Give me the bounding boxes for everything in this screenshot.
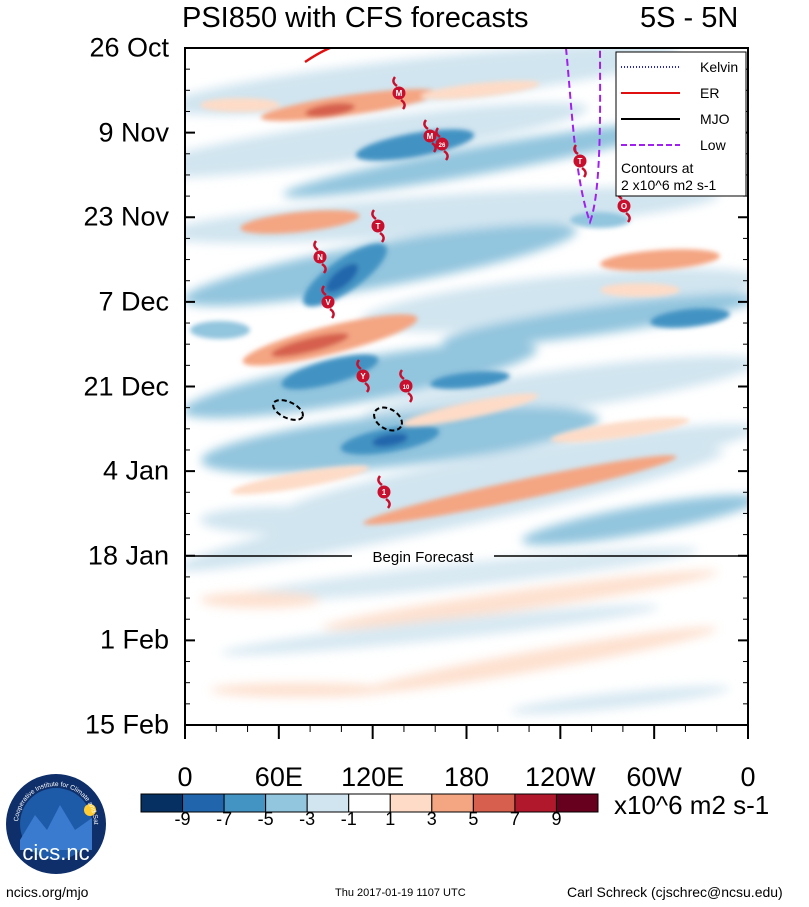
y-tick-label: 18 Jan bbox=[87, 540, 169, 571]
legend-label: MJO bbox=[700, 111, 730, 127]
colorbar-swatch bbox=[431, 793, 474, 813]
footer-url[interactable]: ncics.org/mjo bbox=[6, 884, 89, 900]
legend-note-2: 2 x10^6 m2 s-1 bbox=[621, 177, 716, 193]
colorbar-swatch bbox=[514, 793, 557, 813]
storm-label: 26 bbox=[439, 143, 446, 149]
storm-marker: T bbox=[573, 144, 587, 178]
colorbar-label: -1 bbox=[340, 809, 357, 829]
storm-marker: V bbox=[321, 285, 335, 319]
colorbar-swatch bbox=[389, 793, 433, 813]
logo-text: cics.nc bbox=[22, 840, 89, 865]
y-tick-label: 26 Oct bbox=[89, 32, 169, 63]
x-tick-label: 0 bbox=[740, 762, 756, 792]
colorbar-label: 3 bbox=[426, 809, 437, 829]
footer-timestamp: Thu 2017-01-19 1107 UTC bbox=[335, 887, 466, 899]
svg-text:Cooperative Institute for Clim: Cooperative Institute for Climate and Sa… bbox=[0, 0, 99, 825]
storm-marker: M bbox=[423, 119, 437, 153]
storm-marker: 1 bbox=[377, 475, 391, 509]
colorbar-label: -5 bbox=[257, 809, 274, 829]
y-tick-label: 7 Dec bbox=[98, 286, 169, 317]
storm-marker: Y bbox=[356, 359, 370, 393]
colorbar-swatch bbox=[472, 793, 516, 813]
chart-region: 5S - 5N bbox=[640, 2, 739, 34]
x-tick-label: 60E bbox=[254, 762, 303, 792]
storm-marker: N bbox=[313, 240, 327, 274]
storm-label: M bbox=[427, 132, 434, 141]
colorbar-label: -9 bbox=[174, 809, 191, 829]
colorbar-label: 7 bbox=[509, 809, 520, 829]
y-tick-label: 9 Nov bbox=[98, 117, 169, 148]
storm-label: T bbox=[376, 222, 381, 231]
colorbar-label: -3 bbox=[299, 809, 316, 829]
x-tick-label: 120E bbox=[341, 762, 405, 792]
storm-label: N bbox=[317, 253, 323, 262]
colorbar-swatch bbox=[555, 793, 599, 813]
y-tick-label: 21 Dec bbox=[83, 371, 169, 401]
footer-author: Carl Schreck (cjschrec@ncsu.edu) bbox=[567, 884, 783, 900]
storm-marker: 10 bbox=[399, 369, 413, 403]
storm-marker: M bbox=[392, 76, 406, 110]
chart-title: PSI850 with CFS forecasts bbox=[182, 2, 529, 34]
legend-label: Kelvin bbox=[700, 59, 738, 75]
y-tick-label: 4 Jan bbox=[102, 455, 169, 486]
y-tick-label: 1 Feb bbox=[99, 624, 169, 655]
storm-label: 1 bbox=[382, 488, 387, 497]
x-tick-label: 0 bbox=[177, 762, 193, 792]
colorbar-label: -7 bbox=[216, 809, 233, 829]
storm-label: O bbox=[621, 202, 627, 211]
storm-marker: 26 bbox=[435, 127, 449, 161]
colorbar-units: x10^6 m2 s-1 bbox=[614, 790, 770, 820]
colorbar-label: 1 bbox=[385, 809, 396, 829]
x-tick-label: 60W bbox=[626, 762, 682, 792]
colorbar-label: 5 bbox=[468, 809, 479, 829]
colorbar-label: 9 bbox=[551, 809, 562, 829]
legend-note-1: Contours at bbox=[621, 160, 693, 176]
x-tick-label: 120W bbox=[525, 762, 596, 792]
begin-forecast-label: Begin Forecast bbox=[373, 549, 475, 566]
y-tick-label: 23 Nov bbox=[83, 201, 169, 232]
storm-label: Y bbox=[360, 372, 366, 381]
legend: Kelvin ER MJO Low Contours at 2 x10^6 m2 s-… bbox=[615, 51, 747, 197]
cics-logo: cics.nc Cooperative Institute for Climat… bbox=[0, 0, 106, 874]
colorbar bbox=[140, 793, 599, 813]
storm-label: V bbox=[325, 298, 331, 307]
storm-label: T bbox=[578, 157, 583, 166]
storm-label: 10 bbox=[403, 385, 410, 391]
x-tick-label: 180 bbox=[443, 762, 490, 792]
legend-label: ER bbox=[700, 85, 719, 101]
storm-label: M bbox=[396, 89, 403, 98]
storm-marker: T bbox=[371, 209, 385, 243]
y-tick-label: 15 Feb bbox=[84, 709, 169, 740]
logo-ring-text: Cooperative Institute for Climate and Sa… bbox=[0, 0, 99, 825]
legend-label: Low bbox=[700, 137, 727, 153]
